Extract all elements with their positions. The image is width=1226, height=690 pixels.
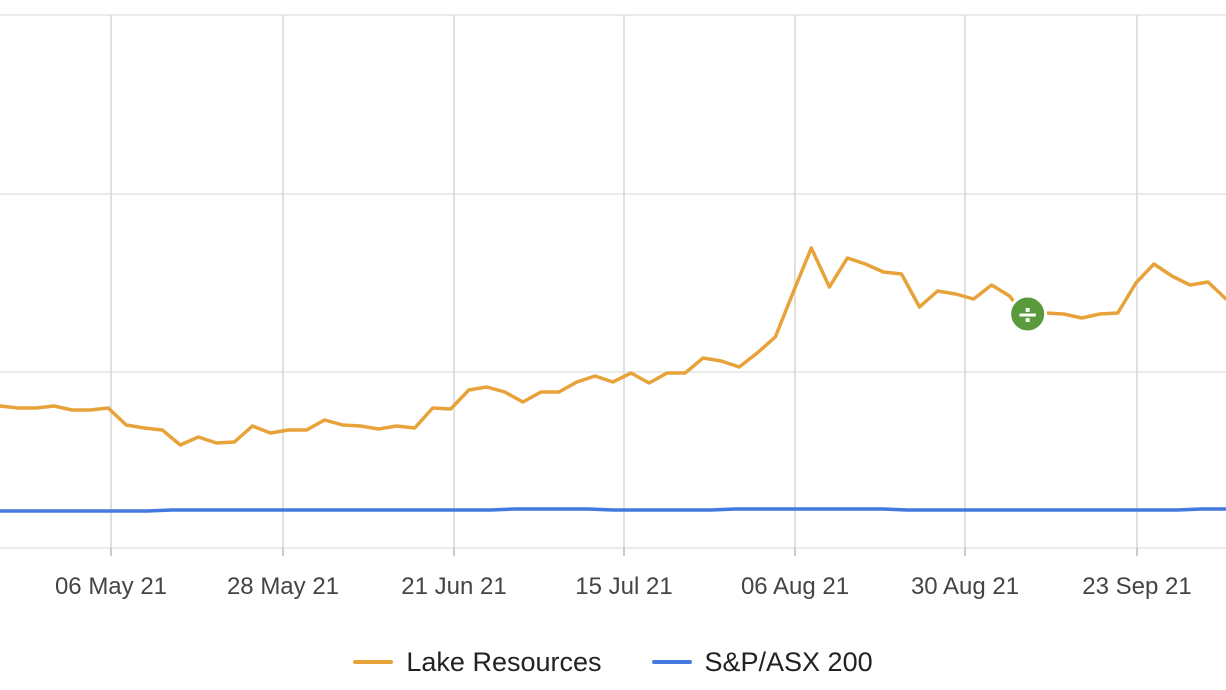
line-chart: 06 May 21 28 May 21 21 Jun 21 15 Jul 21 06 A… bbox=[0, 14, 1226, 600]
legend: Lake Resources S&P/ASX 200 bbox=[0, 640, 1226, 684]
divide-icon: ÷ bbox=[1017, 300, 1039, 330]
legend-swatch-lake-resources bbox=[353, 660, 394, 664]
series-line-lake-resources bbox=[0, 246, 1226, 447]
gridlines bbox=[0, 14, 1226, 549]
x-tick-label: 06 Aug 21 bbox=[741, 573, 849, 600]
x-tick-label: 21 Jun 21 bbox=[401, 573, 506, 600]
x-axis: 06 May 21 28 May 21 21 Jun 21 15 Jul 21 06 A… bbox=[55, 548, 1192, 600]
x-tick-label: 23 Sep 21 bbox=[1082, 573, 1191, 600]
legend-item-lake-resources[interactable]: Lake Resources bbox=[353, 646, 602, 678]
legend-swatch-sp-asx-200 bbox=[651, 660, 692, 664]
legend-label-sp-asx-200: S&P/ASX 200 bbox=[704, 646, 873, 677]
event-marker: ÷ bbox=[1008, 294, 1048, 334]
series-line-s-p-asx-200 bbox=[0, 507, 1226, 513]
series-layer: ÷ bbox=[0, 246, 1226, 513]
x-tick-label: 28 May 21 bbox=[227, 573, 339, 600]
x-tick-label: 06 May 21 bbox=[55, 573, 167, 600]
legend-item-sp-asx-200[interactable]: S&P/ASX 200 bbox=[651, 646, 873, 678]
x-tick-label: 30 Aug 21 bbox=[911, 573, 1019, 600]
legend-label-lake-resources: Lake Resources bbox=[406, 646, 602, 677]
event-marker-circle bbox=[1008, 294, 1048, 334]
x-tick-label: 15 Jul 21 bbox=[575, 573, 672, 600]
